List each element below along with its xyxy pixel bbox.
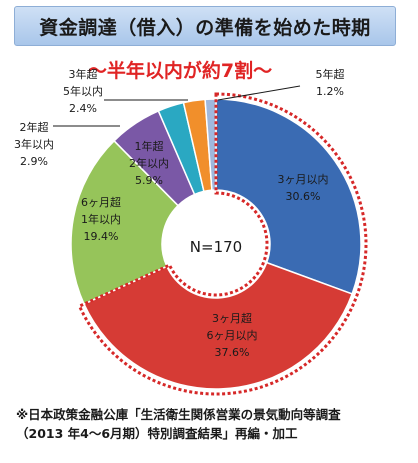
slice-label-2: 6ヶ月超 1年以内 19.4% bbox=[81, 195, 121, 243]
center-label: N=170 bbox=[190, 238, 242, 256]
slice-label-6: 5年超 1.2% bbox=[316, 67, 345, 98]
chart-subtitle: ～半年以内が約7割～ bbox=[87, 60, 273, 82]
footnote: ※日本政策金融公庫「生活衛生関係営業の景気動向等調査 （2013 年4～6月期）… bbox=[16, 405, 412, 443]
slice-0 bbox=[215, 98, 362, 295]
slice-label-4: 2年超 3年以内 2.9% bbox=[14, 120, 54, 168]
highlight-outline bbox=[77, 92, 368, 396]
leader-lines bbox=[53, 85, 301, 127]
leader-line-6 bbox=[217, 85, 301, 101]
slice-label-1: 3ヶ月超 6ヶ月以内 37.6% bbox=[207, 311, 258, 359]
slice-label-0: 3ヶ月以内 30.6% bbox=[278, 172, 329, 203]
slice-label-3: 1年超 2年以内 5.9% bbox=[129, 139, 169, 187]
slice-label-5: 3年超 5年以内 2.4% bbox=[63, 67, 103, 115]
footnote-line-1: ※日本政策金融公庫「生活衛生関係営業の景気動向等調査 bbox=[16, 407, 341, 422]
chart-title: 資金調達（借入）の準備を始めた時期 bbox=[14, 6, 396, 46]
footnote-line-2: （2013 年4～6月期）特別調査結果」再編・加工 bbox=[16, 426, 298, 441]
donut-slices bbox=[70, 98, 362, 390]
slice-labels: 3ヶ月以内 30.6% 3ヶ月超 6ヶ月以内 37.6% 6ヶ月超 1年以内 19.4%1年超… bbox=[14, 67, 345, 359]
slice-2 bbox=[70, 139, 180, 306]
slice-1 bbox=[83, 261, 354, 390]
